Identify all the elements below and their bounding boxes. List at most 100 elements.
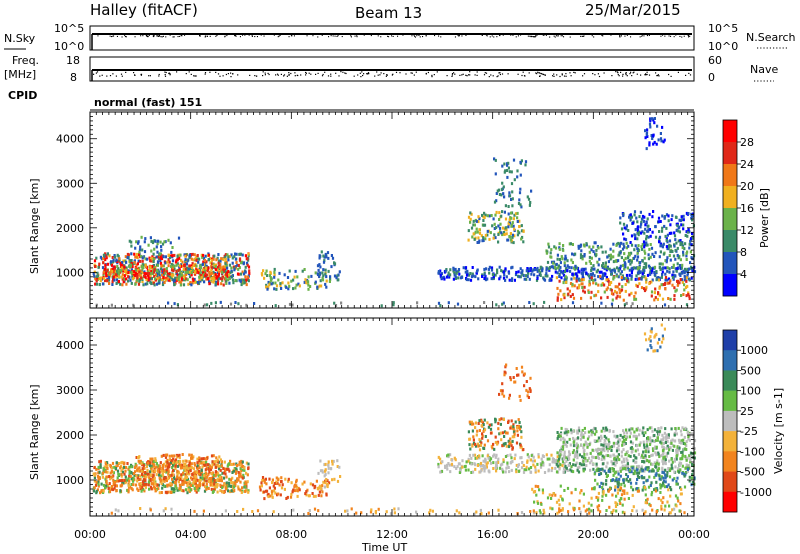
echo-cell [618,244,621,248]
echo-cell [210,487,213,491]
echo-cell [587,456,591,460]
echo-cell [149,477,152,481]
echo-cell [105,475,108,479]
echo-cell [471,470,475,474]
echo-cell [147,243,150,247]
echo-cell [543,300,546,304]
echo-cell [684,234,687,237]
echo-cell [125,260,128,264]
echo-cell [154,458,157,462]
echo-cell [649,255,652,259]
echo-cell [541,269,544,273]
freq-panel [89,56,695,82]
echo-cell [210,279,213,283]
echo-cell [623,252,626,256]
echo-cell [621,247,625,251]
echo-cell [136,479,139,483]
echo-cell [497,457,500,461]
echo-cell [230,463,233,466]
echo-cell [147,460,150,464]
echo-cell [642,440,645,444]
echo-cell [484,233,487,237]
echo-cell [120,269,123,273]
echo-cell [532,455,535,459]
echo-cell [170,491,173,494]
echo-cell [633,210,637,214]
echo-cell [140,469,143,473]
nsearch-dot [184,34,186,36]
echo-cell [267,280,270,284]
nave-dot [264,74,266,76]
colorbar-swatch [723,230,737,253]
echo-cell [161,273,164,277]
nsearch-dot [512,34,514,36]
echo-cell [201,262,204,266]
nsearch-dot [580,35,582,37]
echo-cell [136,476,139,480]
echo-cell [153,476,156,480]
echo-cell [326,479,329,483]
echo-cell [665,258,668,262]
echo-cell [99,279,102,283]
echo-cell [570,266,573,270]
echo-cell [164,455,168,459]
echo-cell [217,261,220,265]
echo-cell [454,277,457,280]
echo-cell [500,417,503,421]
echo-cell [440,461,443,465]
echo-cell [486,229,489,233]
nave-dot [280,73,282,75]
echo-cell [260,481,263,485]
echo-cell [163,484,166,488]
echo-cell [503,170,506,174]
echo-cell [564,443,567,446]
echo-cell [259,488,262,492]
echo-cell [291,490,294,494]
nsearch-dot [169,34,171,36]
echo-cell [268,486,271,490]
echo-cell [142,487,145,491]
echo-cell [114,255,117,259]
echo-cell [213,264,216,267]
echo-cell [545,272,548,276]
colorbar-swatch [723,274,737,297]
nsearch-dot [545,34,547,36]
echo-cell [686,230,689,234]
echo-cell [532,302,535,306]
echo-cell [603,442,606,446]
echo-cell [464,468,467,472]
nsky-tick-top: 10^5 [54,22,84,35]
echo-cell [165,464,168,468]
echo-cell [520,435,523,439]
echo-cell [202,463,205,467]
echo-cell [274,304,277,308]
echo-cell [550,265,553,269]
echo-cell [613,275,616,279]
echo-cell [130,252,133,256]
echo-cell [135,263,138,267]
echo-cell [208,280,211,284]
echo-cell [212,489,215,493]
echo-cell [575,450,579,454]
nave-dot [262,71,264,73]
echo-cell [511,446,514,450]
echo-cell [478,454,481,458]
echo-cell [277,492,280,496]
nsearch-dot [491,35,493,37]
echo-cell [613,269,616,273]
nave-dot [308,72,310,74]
echo-cell [625,457,628,461]
echo-cell [566,259,569,263]
echo-cell [663,138,666,142]
echo-cell [134,271,137,275]
echo-cell [619,216,622,220]
echo-cell [556,286,559,290]
echo-cell [154,469,157,473]
echo-cell [182,459,185,463]
echo-cell [180,489,184,492]
echo-cell [141,259,144,263]
echo-cell [171,259,175,263]
echo-cell [239,488,242,492]
echo-cell [117,462,121,465]
echo-cell [515,270,518,274]
